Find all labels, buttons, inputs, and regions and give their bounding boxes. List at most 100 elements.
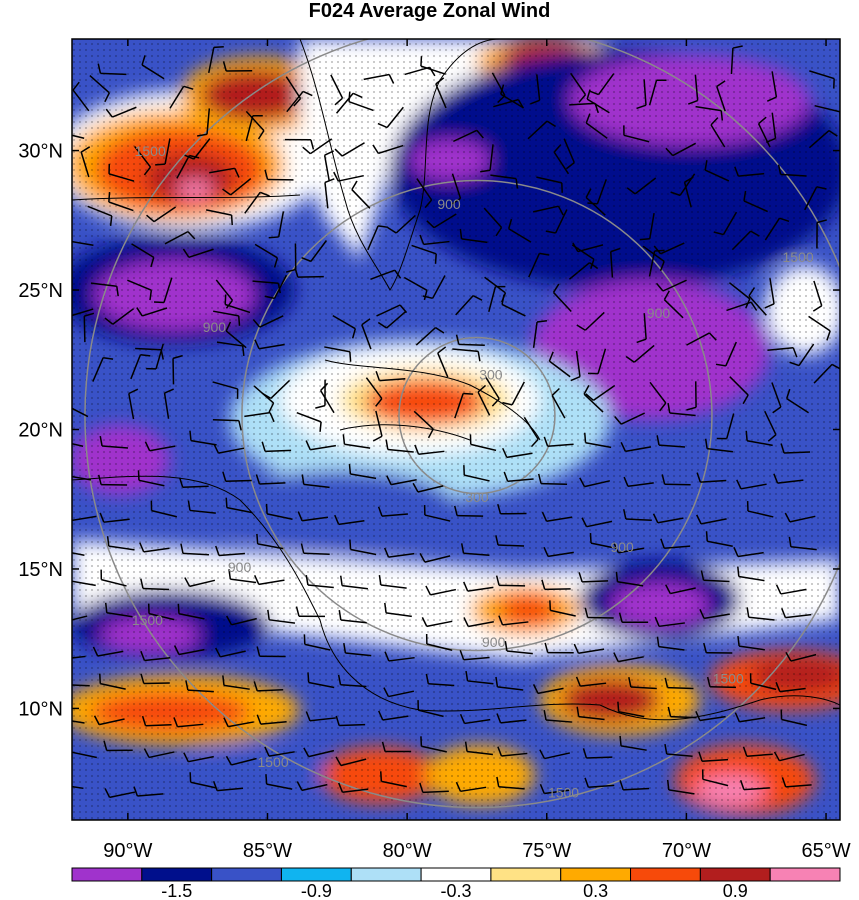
wind-barb: [384, 602, 412, 618]
wind-barb: [451, 173, 462, 205]
wind-barb: [426, 213, 457, 229]
wind-barb: [488, 285, 506, 313]
wind-barb: [72, 475, 92, 481]
wind-barb: [460, 543, 490, 557]
colorbar-label: 0.9: [723, 881, 748, 900]
wind-barb: [72, 720, 85, 724]
latitude-label: 30°N: [18, 141, 63, 163]
wind-barb: [130, 354, 151, 380]
range-ring-label: 1500: [257, 754, 288, 770]
wind-barb: [455, 781, 487, 793]
wind-barb: [477, 384, 491, 416]
wind-barb: [623, 476, 654, 488]
wind-barb: [333, 171, 364, 182]
wind-barb: [212, 781, 244, 792]
wind-barb: [785, 651, 817, 662]
wind-barb: [706, 676, 736, 689]
wind-barb: [72, 785, 84, 790]
wind-barb: [704, 160, 730, 182]
wind-barb: [771, 382, 782, 414]
wind-barb: [552, 283, 572, 312]
wind-barb: [172, 354, 183, 385]
wind-barb: [463, 617, 494, 628]
wind-barb: [301, 474, 330, 489]
wind-barb: [780, 443, 811, 454]
wind-barb: [664, 677, 694, 690]
range-ring-label: 1500: [713, 670, 744, 686]
wind-barb: [330, 74, 344, 106]
wind-barb: [134, 145, 152, 176]
wind-barb: [223, 717, 254, 728]
wind-barb: [625, 344, 655, 363]
wind-barb: [385, 439, 414, 453]
wind-barb: [459, 228, 488, 244]
wind-barb: [104, 602, 133, 618]
wind-barb: [136, 307, 168, 317]
wind-barb: [228, 569, 257, 584]
wind-barb: [419, 782, 449, 794]
wind-barb: [305, 711, 336, 722]
colorbar-swatch: [350, 867, 422, 882]
wind-barb: [731, 230, 760, 251]
wind-barb: [185, 680, 214, 693]
wind-barb: [585, 113, 608, 139]
wind-barb: [213, 443, 245, 454]
wind-barb: [507, 218, 532, 243]
wind-barb: [108, 191, 134, 212]
wind-barb: [226, 615, 257, 626]
wind-barb: [502, 447, 533, 459]
wind-barb: [767, 347, 798, 358]
wind-barb: [775, 584, 807, 595]
wind-barb: [365, 377, 383, 407]
wind-barb: [743, 190, 769, 213]
wind-barb: [541, 511, 573, 522]
wind-barb: [733, 546, 764, 558]
wind-barb: [285, 243, 297, 273]
wind-barb: [614, 412, 645, 425]
wind-barb: [286, 90, 313, 113]
wind-barb: [339, 575, 368, 590]
range-ring-900: [241, 179, 713, 652]
range-ring-300: [398, 336, 556, 495]
colorbar-swatch: [211, 867, 282, 882]
wind-barb: [734, 712, 766, 723]
wind-barb: [484, 376, 500, 407]
wind-barb: [222, 675, 250, 690]
wind-barb: [469, 434, 497, 452]
wind-barb: [500, 84, 524, 109]
range-ring-label: 900: [203, 319, 227, 335]
wind-barb: [573, 643, 605, 654]
wind-barb: [495, 575, 526, 587]
wind-barb: [338, 782, 369, 793]
wind-barb: [372, 410, 383, 442]
wind-barb: [804, 186, 827, 211]
wind-barb: [539, 749, 571, 760]
wind-barb: [348, 91, 374, 112]
wind-barb: [483, 207, 503, 237]
wind-barb: [570, 350, 581, 382]
wind-barb: [87, 205, 113, 226]
wind-barb: [454, 392, 474, 419]
wind-barb: [294, 267, 324, 278]
wind-barb: [588, 348, 607, 375]
wind-barb: [532, 320, 548, 348]
wind-barb: [215, 545, 246, 557]
wind-barb: [736, 479, 767, 490]
wind-barb: [688, 74, 699, 105]
wind-barb: [716, 413, 735, 440]
wind-barb: [264, 746, 295, 757]
wind-barb: [332, 315, 357, 339]
wind-barb: [502, 381, 525, 406]
wind-barb: [97, 63, 127, 76]
wind-barb: [173, 645, 205, 656]
longitude-label: 75°W: [522, 840, 571, 862]
colorbar-swatch: [699, 867, 771, 882]
range-ring-label: 1500: [783, 249, 814, 265]
range-ring-label: 300: [465, 489, 489, 505]
wind-barb: [572, 242, 604, 253]
wind-barb: [713, 211, 738, 236]
wind-barb: [583, 432, 612, 449]
wind-barb: [139, 542, 170, 553]
wind-barb: [131, 243, 155, 268]
wind-barb: [244, 191, 270, 214]
